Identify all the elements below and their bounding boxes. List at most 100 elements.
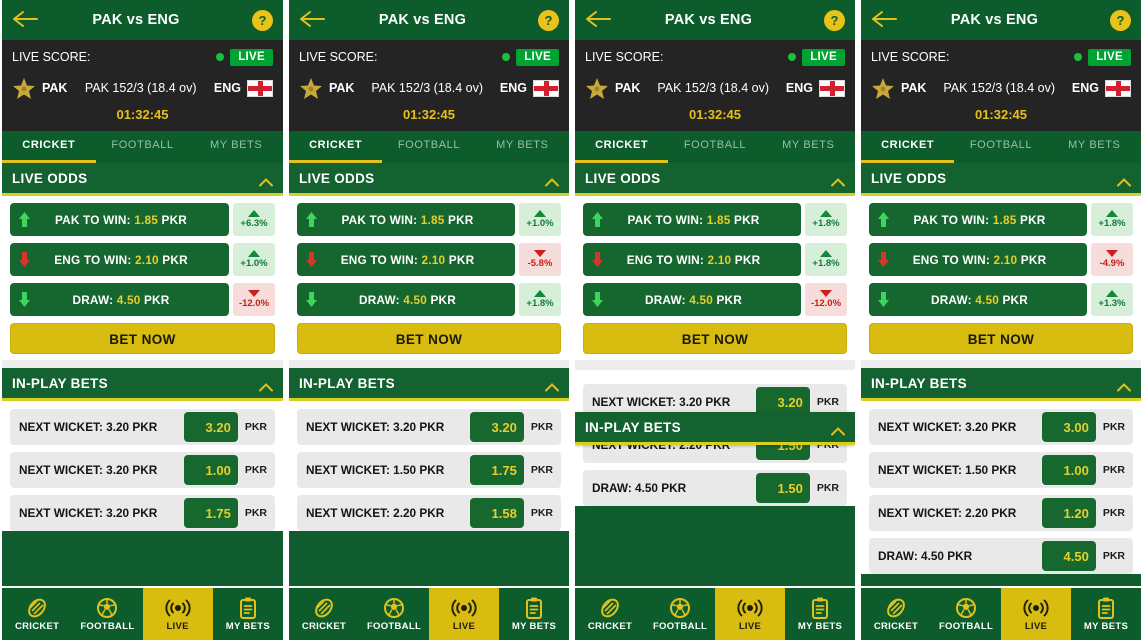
- bottom-nav-item-my-bets[interactable]: MY BETS: [213, 588, 283, 640]
- odds-selection-button[interactable]: PAK TO WIN: 1.85 PKR: [10, 203, 229, 236]
- chevron-up-icon[interactable]: [1117, 174, 1131, 186]
- bet-now-button[interactable]: BET NOW: [297, 323, 561, 354]
- live-odds-section-header[interactable]: LIVE ODDS: [2, 163, 283, 196]
- odds-row[interactable]: PAK TO WIN: 1.85 PKR +6.3%: [10, 203, 275, 236]
- odds-row[interactable]: ENG TO WIN: 2.10 PKR -5.8%: [297, 243, 561, 276]
- odds-selection-button[interactable]: ENG TO WIN: 2.10 PKR: [10, 243, 229, 276]
- odds-row[interactable]: ENG TO WIN: 2.10 PKR +1.0%: [10, 243, 275, 276]
- odds-selection-button[interactable]: ENG TO WIN: 2.10 PKR: [583, 243, 801, 276]
- in-play-row[interactable]: NEXT WICKET: 3.20 PKR 3.00 PKR: [869, 409, 1133, 445]
- back-arrow-icon[interactable]: [12, 9, 38, 31]
- tab-my-bets[interactable]: MY BETS: [189, 131, 283, 163]
- in-play-section-header[interactable]: IN-PLAY BETS: [575, 412, 855, 445]
- in-play-odds-button[interactable]: 1.50: [755, 473, 810, 503]
- in-play-row[interactable]: NEXT WICKET: 2.20 PKR 1.58 PKR: [297, 495, 561, 531]
- in-play-odds-button[interactable]: 1.58: [469, 498, 524, 528]
- in-play-odds-button[interactable]: 3.20: [183, 412, 238, 442]
- in-play-row[interactable]: DRAW: 4.50 PKR 1.50 PKR: [583, 470, 847, 506]
- bottom-nav-item-my-bets[interactable]: MY BETS: [499, 588, 569, 640]
- bottom-nav-item-football[interactable]: FOOTBALL: [645, 588, 715, 640]
- in-play-odds-button[interactable]: 4.50: [1041, 541, 1096, 571]
- bottom-nav-item-cricket[interactable]: CRICKET: [2, 588, 72, 640]
- help-icon[interactable]: ?: [252, 9, 273, 31]
- help-icon[interactable]: ?: [1110, 9, 1131, 31]
- live-odds-section-header[interactable]: LIVE ODDS: [861, 163, 1141, 196]
- in-play-odds-button[interactable]: 1.00: [183, 455, 238, 485]
- odds-row[interactable]: ENG TO WIN: 2.10 PKR +1.8%: [583, 243, 847, 276]
- in-play-row[interactable]: NEXT WICKET: 3.20 PKR 1.00 PKR: [10, 452, 275, 488]
- odds-row[interactable]: DRAW: 4.50 PKR +1.3%: [869, 283, 1133, 316]
- tab-cricket[interactable]: CRICKET: [2, 131, 96, 163]
- in-play-odds-button[interactable]: 1.75: [183, 498, 238, 528]
- live-odds-section-header[interactable]: LIVE ODDS: [575, 163, 855, 196]
- tab-my-bets[interactable]: MY BETS: [1048, 131, 1141, 163]
- bottom-nav-item-my-bets[interactable]: MY BETS: [785, 588, 855, 640]
- in-play-row[interactable]: NEXT WICKET: 2.20 PKR 1.20 PKR: [869, 495, 1133, 531]
- back-arrow-icon[interactable]: [585, 9, 611, 31]
- in-play-odds-button[interactable]: 3.00: [1041, 412, 1096, 442]
- odds-selection-button[interactable]: DRAW: 4.50 PKR: [869, 283, 1087, 316]
- bottom-nav-item-cricket[interactable]: CRICKET: [289, 588, 359, 640]
- odds-selection-button[interactable]: PAK TO WIN: 1.85 PKR: [583, 203, 801, 236]
- chevron-up-icon[interactable]: [259, 174, 273, 186]
- odds-row[interactable]: PAK TO WIN: 1.85 PKR +1.8%: [583, 203, 847, 236]
- in-play-section-header[interactable]: IN-PLAY BETS: [289, 368, 569, 401]
- tab-football[interactable]: FOOTBALL: [382, 131, 475, 163]
- odds-selection-button[interactable]: PAK TO WIN: 1.85 PKR: [869, 203, 1087, 236]
- bottom-nav-item-football[interactable]: FOOTBALL: [359, 588, 429, 640]
- tab-football[interactable]: FOOTBALL: [668, 131, 761, 163]
- bottom-nav-item-live[interactable]: LIVE: [1001, 588, 1071, 640]
- odds-row[interactable]: PAK TO WIN: 1.85 PKR +1.0%: [297, 203, 561, 236]
- odds-row[interactable]: DRAW: 4.50 PKR -12.0%: [583, 283, 847, 316]
- in-play-row[interactable]: NEXT WICKET: 1.50 PKR 1.75 PKR: [297, 452, 561, 488]
- in-play-row[interactable]: NEXT WICKET: 1.50 PKR 1.00 PKR: [869, 452, 1133, 488]
- tab-cricket[interactable]: CRICKET: [575, 131, 669, 163]
- bottom-nav-item-football[interactable]: FOOTBALL: [72, 588, 142, 640]
- bet-now-button[interactable]: BET NOW: [10, 323, 275, 354]
- in-play-section-header[interactable]: IN-PLAY BETS: [861, 368, 1141, 401]
- help-icon[interactable]: ?: [538, 9, 559, 31]
- tab-cricket[interactable]: CRICKET: [861, 131, 955, 163]
- odds-selection-button[interactable]: ENG TO WIN: 2.10 PKR: [869, 243, 1087, 276]
- tab-football[interactable]: FOOTBALL: [96, 131, 190, 163]
- odds-selection-button[interactable]: DRAW: 4.50 PKR: [10, 283, 229, 316]
- tab-cricket[interactable]: CRICKET: [289, 131, 383, 163]
- odds-row[interactable]: DRAW: 4.50 PKR +1.8%: [297, 283, 561, 316]
- in-play-row[interactable]: NEXT WICKET: 3.20 PKR 3.20 PKR: [10, 409, 275, 445]
- chevron-up-icon[interactable]: [259, 379, 273, 391]
- bottom-nav-item-football[interactable]: FOOTBALL: [931, 588, 1001, 640]
- bet-now-button[interactable]: BET NOW: [869, 323, 1133, 354]
- bottom-nav-item-live[interactable]: LIVE: [715, 588, 785, 640]
- chevron-up-icon[interactable]: [1117, 379, 1131, 391]
- odds-selection-button[interactable]: DRAW: 4.50 PKR: [297, 283, 515, 316]
- odds-row[interactable]: ENG TO WIN: 2.10 PKR -4.9%: [869, 243, 1133, 276]
- odds-row[interactable]: DRAW: 4.50 PKR -12.0%: [10, 283, 275, 316]
- odds-selection-button[interactable]: DRAW: 4.50 PKR: [583, 283, 801, 316]
- bottom-nav-item-cricket[interactable]: CRICKET: [575, 588, 645, 640]
- tab-my-bets[interactable]: MY BETS: [762, 131, 855, 163]
- odds-selection-button[interactable]: PAK TO WIN: 1.85 PKR: [297, 203, 515, 236]
- bottom-nav-item-my-bets[interactable]: MY BETS: [1071, 588, 1141, 640]
- live-odds-section-header[interactable]: LIVE ODDS: [289, 163, 569, 196]
- in-play-odds-button[interactable]: 1.75: [469, 455, 524, 485]
- back-arrow-icon[interactable]: [299, 9, 325, 31]
- in-play-row[interactable]: NEXT WICKET: 3.20 PKR 3.20 PKR: [297, 409, 561, 445]
- bet-now-button[interactable]: BET NOW: [583, 323, 847, 354]
- bottom-nav-item-live[interactable]: LIVE: [429, 588, 499, 640]
- in-play-row[interactable]: DRAW: 4.50 PKR 4.50 PKR: [869, 538, 1133, 574]
- in-play-odds-button[interactable]: 3.20: [469, 412, 524, 442]
- back-arrow-icon[interactable]: [871, 9, 897, 31]
- tab-my-bets[interactable]: MY BETS: [476, 131, 569, 163]
- tab-football[interactable]: FOOTBALL: [954, 131, 1047, 163]
- in-play-section-header[interactable]: IN-PLAY BETS: [2, 368, 283, 401]
- chevron-up-icon[interactable]: [545, 174, 559, 186]
- chevron-up-icon[interactable]: [831, 423, 845, 435]
- chevron-up-icon[interactable]: [831, 174, 845, 186]
- bottom-nav-item-cricket[interactable]: CRICKET: [861, 588, 931, 640]
- odds-row[interactable]: PAK TO WIN: 1.85 PKR +1.8%: [869, 203, 1133, 236]
- in-play-row[interactable]: NEXT WICKET: 3.20 PKR 1.75 PKR: [10, 495, 275, 531]
- help-icon[interactable]: ?: [824, 9, 845, 31]
- in-play-odds-button[interactable]: 1.00: [1041, 455, 1096, 485]
- chevron-up-icon[interactable]: [545, 379, 559, 391]
- bottom-nav-item-live[interactable]: LIVE: [142, 588, 213, 640]
